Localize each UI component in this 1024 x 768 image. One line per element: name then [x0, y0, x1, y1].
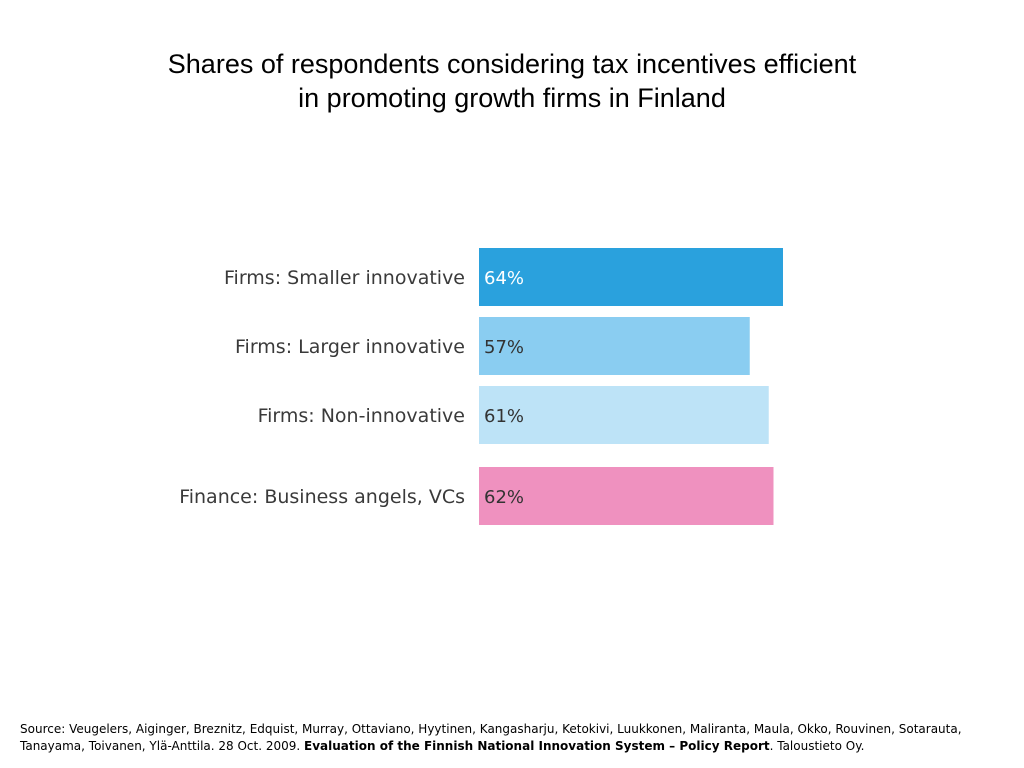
category-label-3: Firms: Non-innovative [258, 405, 465, 427]
value-label-2: 57% [484, 337, 524, 358]
source-prefix: Source: Veugelers, Aiginger, Breznitz, E… [20, 722, 962, 753]
chart-title-line-2: in promoting growth firms in Finland [298, 83, 726, 113]
bar-1 [479, 248, 783, 306]
category-label-4: Finance: Business angels, VCs [179, 486, 465, 508]
category-label-1: Firms: Smaller innovative [224, 267, 465, 289]
bar-4 [479, 467, 774, 525]
bar-3 [479, 386, 769, 444]
chart-title-line-1: Shares of respondents considering tax in… [167, 49, 857, 79]
source-citation: Source: Veugelers, Aiginger, Breznitz, E… [20, 721, 1010, 755]
value-label-4: 62% [484, 487, 524, 508]
category-label-2: Firms: Larger innovative [235, 336, 465, 358]
source-suffix: . Taloustieto Oy. [769, 739, 865, 753]
value-label-3: 61% [484, 406, 524, 427]
bar-2 [479, 317, 750, 375]
source-report-title: Evaluation of the Finnish National Innov… [304, 739, 770, 753]
chart-title: Shares of respondents considering tax in… [0, 47, 1024, 115]
value-label-1: 64% [484, 268, 524, 289]
